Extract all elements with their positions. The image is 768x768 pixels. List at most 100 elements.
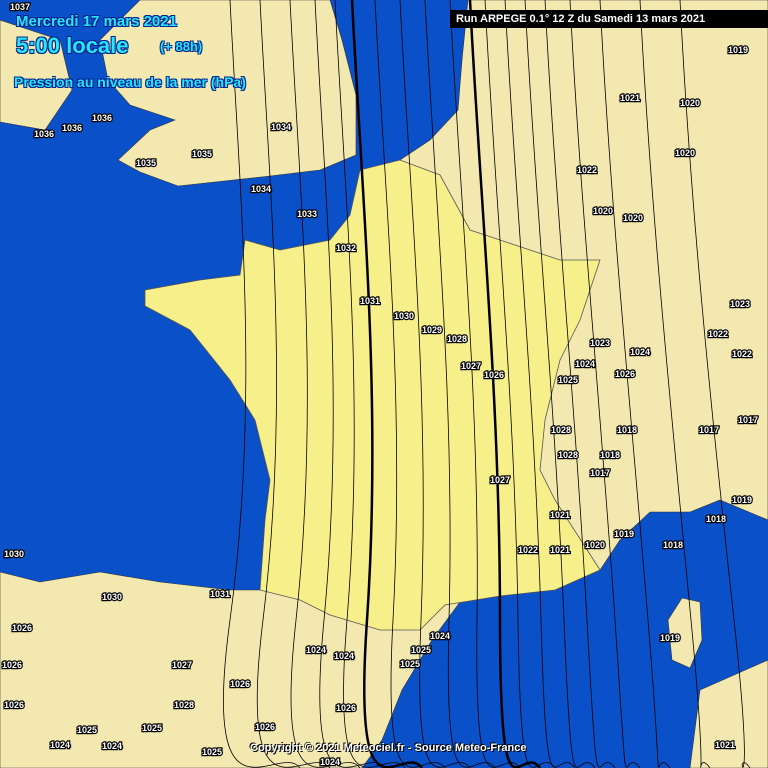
isobar-line	[374, 0, 446, 768]
isobar-label: 1028	[447, 334, 467, 344]
isobar-label: 1025	[77, 725, 97, 735]
isobar-label: 1025	[202, 747, 222, 757]
isobar-line	[256, 0, 331, 768]
isobar-line	[468, 0, 542, 768]
isobar-label: 1028	[558, 450, 578, 460]
isobar-label: 1020	[593, 206, 613, 216]
isobar-label: 1019	[728, 45, 748, 55]
isobar-label: 1017	[738, 415, 758, 425]
isobar-line	[424, 0, 496, 768]
isobar-line	[289, 0, 361, 768]
isobar-label: 1026	[4, 700, 24, 710]
isobar-label: 1022	[732, 349, 752, 359]
isobar-label: 1026	[484, 370, 504, 380]
isobar-label: 1024	[50, 740, 70, 750]
isobar-line	[484, 0, 556, 768]
isobar-label: 1024	[630, 347, 650, 357]
isobar-lines	[222, 0, 751, 768]
isobar-label: 1030	[394, 311, 414, 321]
isobar-label: 1030	[102, 592, 122, 602]
isobar-label: 1027	[490, 475, 510, 485]
isobar-line	[334, 0, 406, 768]
isobar-label: 1024	[306, 645, 326, 655]
isobar-label: 1035	[192, 149, 212, 159]
isobar-label: 1021	[550, 510, 570, 520]
isobar-label: 1020	[623, 213, 643, 223]
isobar-line	[599, 0, 671, 768]
isobar-label: 1026	[12, 623, 32, 633]
isobar-label: 1036	[62, 123, 82, 133]
isobar-label: 1022	[518, 545, 538, 555]
copyright-text: Copyright © 2021 Meteociel.fr - Source M…	[250, 742, 527, 754]
isobar-label: 1029	[422, 325, 442, 335]
isobar-label: 1022	[708, 329, 728, 339]
isobar-label: 1024	[430, 631, 450, 641]
forecast-date: Mercredi 17 mars 2021	[16, 13, 177, 30]
isobar-label: 1027	[461, 361, 481, 371]
isobar-label: 1024	[334, 651, 354, 661]
isobar-line	[679, 0, 751, 768]
isobar-label: 1026	[615, 369, 635, 379]
italy-land	[689, 659, 768, 768]
isobar-label: 1024	[102, 741, 122, 751]
isobar-label: 1023	[730, 299, 750, 309]
isobar-label: 1025	[400, 659, 420, 669]
isobar-line	[569, 0, 641, 768]
isobar-label: 1033	[297, 209, 317, 219]
isobar-label: 1021	[715, 740, 735, 750]
isobar-line	[449, 0, 521, 768]
isobar-label: 1031	[360, 296, 380, 306]
isobar-label: 1026	[230, 679, 250, 689]
isobar-label: 1028	[174, 700, 194, 710]
parameter-title: Pression au niveau de la mer (hPa)	[14, 74, 246, 90]
isobar-line	[399, 0, 471, 768]
isobar-line	[639, 0, 711, 768]
isobar-label: 1037	[10, 2, 30, 12]
isobar-label: 1027	[172, 660, 192, 670]
isobar-label: 1017	[699, 425, 719, 435]
isobar-label: 1019	[660, 633, 680, 643]
isobar-label: 1017	[590, 468, 610, 478]
isobar-label: 1025	[142, 723, 162, 733]
isobar-label: 1024	[575, 359, 595, 369]
isobar-label: 1026	[255, 722, 275, 732]
isobar-line	[222, 0, 301, 768]
isobar-label: 1031	[210, 589, 230, 599]
isobar-label: 1034	[251, 184, 271, 194]
isobar-label: 1025	[411, 645, 431, 655]
run-info-banner: Run ARPEGE 0.1° 12 Z du Samedi 13 mars 2…	[450, 10, 768, 28]
isobar-label: 1022	[577, 165, 597, 175]
isobar-label: 1018	[600, 450, 620, 460]
forecast-lead-time: (+ 88h)	[160, 39, 203, 54]
isobar-line	[314, 0, 386, 768]
isobar-label: 1023	[590, 338, 610, 348]
isobar-label: 1032	[336, 243, 356, 253]
isobar-label: 1018	[617, 425, 637, 435]
ireland-land	[0, 19, 73, 131]
isobar-label: 1019	[732, 495, 752, 505]
isobar-label: 1036	[92, 113, 112, 123]
isobar-line	[350, 0, 424, 768]
isobar-label: 1024	[320, 757, 340, 767]
great-britain-land	[99, 0, 357, 187]
isobar-label: 1030	[4, 549, 24, 559]
isobar-label: 1025	[558, 375, 578, 385]
isobar-label: 1018	[706, 514, 726, 524]
isobar-label: 1020	[680, 98, 700, 108]
isobar-label: 1018	[663, 540, 683, 550]
isobar-label: 1021	[550, 545, 570, 555]
isobar-label: 1021	[620, 93, 640, 103]
isobar-label: 1036	[34, 129, 54, 139]
isobar-line	[544, 0, 616, 768]
isobar-label: 1034	[271, 122, 291, 132]
isobar-label: 1026	[336, 703, 356, 713]
isobar-line	[524, 0, 596, 768]
isobar-label: 1019	[614, 529, 634, 539]
isobar-label: 1028	[551, 425, 571, 435]
isobar-label: 1035	[136, 158, 156, 168]
isobar-label: 1020	[675, 148, 695, 158]
isobar-line	[504, 0, 576, 768]
